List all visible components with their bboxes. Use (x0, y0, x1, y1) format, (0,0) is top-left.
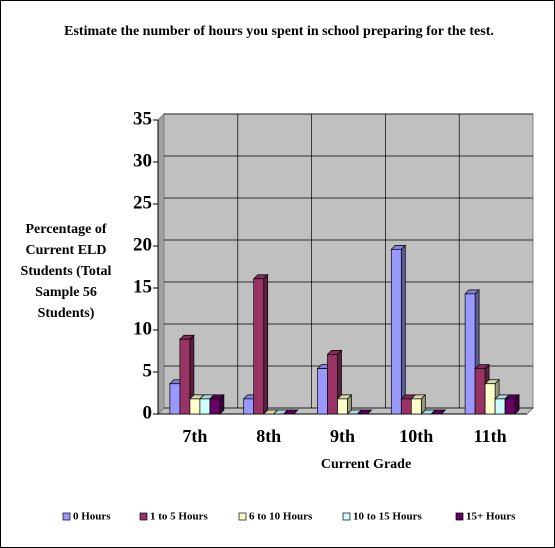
bar (317, 368, 328, 415)
bar (327, 354, 338, 415)
legend-label: 15+ Hours (466, 511, 516, 523)
legend-swatch (455, 512, 464, 521)
y-tick-label: 10 (133, 318, 152, 339)
bar-side (263, 273, 269, 415)
legend-swatch (342, 512, 351, 521)
x-tick-label: 10th (399, 426, 433, 446)
bar-side (293, 409, 298, 415)
legend-swatch (139, 512, 148, 521)
y-axis-label: Percentage of Current ELD Students (Tota… (20, 222, 112, 321)
bar (209, 398, 221, 415)
chart-title: Estimate the number of hours you spent i… (64, 24, 494, 39)
legend-label: 1 to 5 Hours (150, 511, 208, 523)
bar (390, 249, 402, 415)
legend-swatch (62, 512, 71, 521)
bar (474, 368, 486, 415)
x-tick-label: 9th (330, 426, 355, 446)
plot-side-wall (157, 112, 165, 416)
bar (253, 278, 265, 415)
bar (494, 398, 506, 415)
legend-label: 10 to 15 Hours (353, 511, 422, 523)
y-tick-label: 15 (133, 276, 152, 297)
bar (337, 398, 348, 415)
bar-side (441, 409, 446, 415)
legend-label: 6 to 10 Hours (249, 511, 313, 523)
bar-side (400, 244, 406, 415)
legend-swatch (238, 512, 247, 521)
bar-side (367, 409, 372, 415)
bar (243, 398, 255, 415)
y-tick-label: 25 (133, 192, 152, 213)
y-tick-label: 35 (133, 108, 152, 129)
bar (410, 398, 422, 415)
bar (464, 293, 476, 415)
legend-label: 0 Hours (73, 511, 111, 523)
bar (504, 398, 516, 415)
bar (400, 398, 412, 415)
bar (189, 398, 201, 415)
bar (199, 398, 211, 415)
y-tick-label: 20 (133, 234, 152, 255)
x-tick-label: 7th (182, 426, 207, 446)
bar (179, 338, 191, 415)
bar (484, 383, 496, 415)
x-tick-label: 8th (256, 426, 281, 446)
y-tick-label: 0 (143, 402, 153, 423)
bar (169, 383, 181, 415)
y-tick-label: 30 (133, 150, 152, 171)
x-tick-label: 11th (474, 426, 507, 446)
x-axis-label: Current Grade (321, 457, 411, 472)
y-tick-label: 5 (143, 360, 153, 381)
